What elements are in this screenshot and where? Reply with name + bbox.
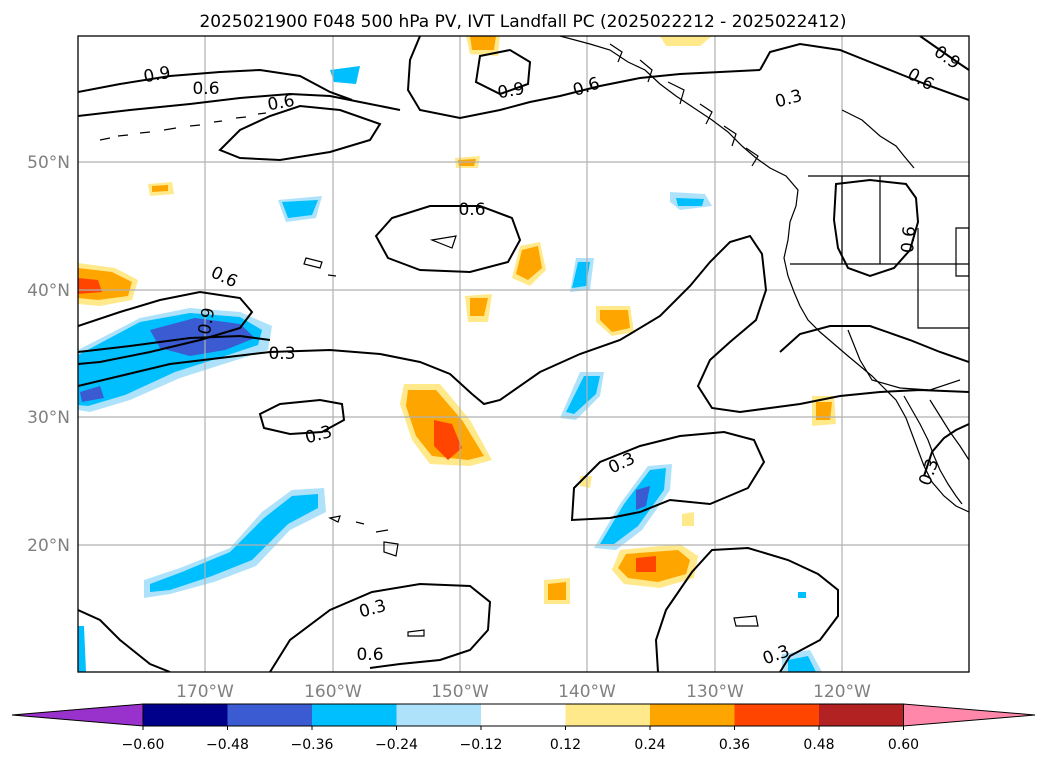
colorbar-extend-max	[903, 703, 1036, 727]
colorbar-segment	[227, 704, 313, 726]
figure-title: 2025021900 F048 500 hPa PV, IVT Landfall…	[199, 12, 846, 32]
colorbar-segment	[819, 704, 904, 726]
negative-anomaly-region	[150, 494, 318, 592]
colorbar-frame	[142, 703, 904, 727]
colorbar-tick-label: 0.24	[634, 737, 665, 753]
positive-anomaly-region	[580, 476, 592, 488]
contour-label: 0.3	[268, 344, 295, 364]
colorbar-extend-min	[11, 703, 144, 727]
coastlines	[99, 36, 969, 637]
negative-anomaly-region	[676, 198, 704, 206]
longitude-labels: 170°W 160°W 150°W 140°W 130°W 120°W	[176, 682, 871, 702]
gridlines	[78, 36, 969, 672]
colorbar-segment	[650, 704, 735, 726]
negative-anomaly-region	[282, 200, 318, 218]
lon-label: 120°W	[813, 682, 871, 702]
contour-label: 0.6	[356, 645, 383, 665]
negative-anomaly-region	[798, 592, 806, 598]
colorbar-tick-label: 0.60	[888, 737, 919, 753]
contour-label: 0.6	[898, 225, 920, 254]
negative-anomaly-region	[330, 66, 360, 84]
negative-anomaly-region	[788, 656, 816, 672]
positive-anomaly-region	[682, 512, 694, 526]
lat-label: 30°N	[27, 408, 70, 428]
colorbar-tick-label: 0.12	[550, 737, 581, 753]
positive-anomaly-region	[660, 36, 712, 46]
map-area: 0.9 0.6 0.6 0.9 0.6 0.9 0.6 0.3 0.6 0.6 …	[78, 36, 969, 672]
contour-label: 0.9	[496, 79, 526, 103]
colorbar-tick-label: −0.12	[460, 737, 503, 753]
lon-label: 150°W	[431, 682, 489, 702]
strong-negative-region	[636, 486, 650, 510]
strong-positive-region	[434, 420, 462, 460]
colorbar-segment	[565, 704, 651, 726]
contour-lines	[78, 36, 969, 672]
colorbar-tick-label: 0.48	[803, 737, 834, 753]
map-frame	[77, 35, 970, 673]
colorbar-tick-label: −0.60	[122, 737, 165, 753]
negative-anomaly-region	[572, 262, 590, 288]
strong-negative-region	[80, 386, 104, 402]
colorbar-tick-label: −0.36	[291, 737, 334, 753]
colorbar-segment	[734, 704, 820, 726]
lat-label: 40°N	[27, 281, 70, 301]
positive-anomaly-region	[516, 246, 542, 280]
positive-anomaly-region	[816, 402, 832, 420]
positive-anomaly-region	[470, 298, 488, 316]
colorbar: −0.60 −0.48 −0.36 −0.24 −0.12 0.12 0.24 0.36 0.4…	[11, 703, 1036, 753]
colorbar-tick-label: −0.24	[375, 737, 418, 753]
negative-anomaly-region	[78, 626, 86, 672]
contour-label: 0.9	[142, 63, 172, 87]
contour-label: 0.6	[266, 91, 296, 115]
colorbar-tick-label: −0.48	[206, 737, 249, 753]
lon-label: 130°W	[686, 682, 744, 702]
lon-label: 140°W	[558, 682, 616, 702]
contour-label: 0.9	[195, 306, 219, 336]
lon-label: 170°W	[176, 682, 234, 702]
contour-label: 0.6	[192, 79, 219, 99]
positive-anomaly-region	[548, 582, 566, 600]
colorbar-tick-label: 0.36	[719, 737, 750, 753]
positive-anomaly-region	[152, 185, 168, 192]
latitude-labels: 50°N 40°N 30°N 20°N	[27, 153, 70, 556]
colorbar-segment	[312, 704, 397, 726]
colorbar-segment	[143, 704, 228, 726]
colorbar-segment	[481, 704, 566, 726]
lat-label: 50°N	[27, 153, 70, 173]
positive-anomaly-region	[470, 36, 496, 50]
lat-label: 20°N	[27, 536, 70, 556]
colorbar-segment	[396, 704, 482, 726]
lon-label: 160°W	[304, 682, 362, 702]
positive-anomaly-region	[600, 310, 630, 332]
negative-anomaly-region	[566, 376, 600, 414]
contour-label: 0.6	[458, 200, 485, 220]
strong-positive-region	[636, 556, 656, 572]
